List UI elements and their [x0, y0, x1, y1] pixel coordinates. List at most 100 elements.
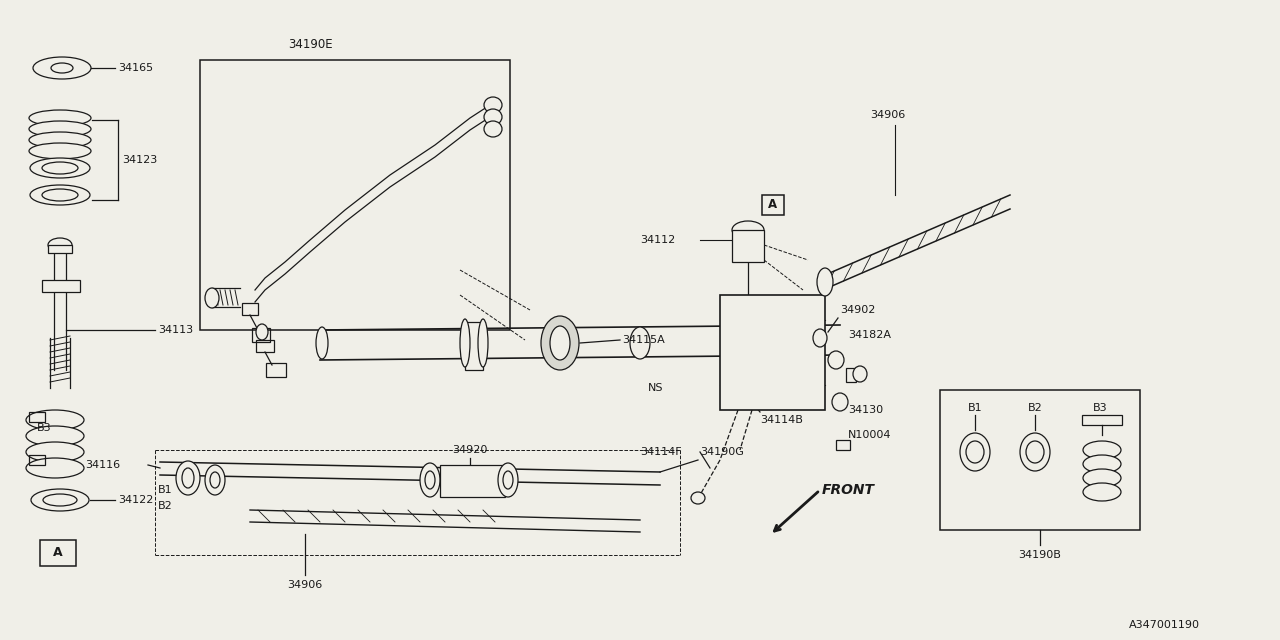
Text: A347001190: A347001190 [1129, 620, 1201, 630]
Ellipse shape [29, 185, 90, 205]
Ellipse shape [1083, 483, 1121, 501]
Text: 34112: 34112 [640, 235, 676, 245]
Text: 34122: 34122 [118, 495, 154, 505]
Text: 34920: 34920 [452, 445, 488, 455]
Bar [200, 60, 509, 330]
Text: NS: NS [648, 383, 663, 393]
Ellipse shape [460, 319, 470, 367]
Ellipse shape [316, 327, 328, 359]
Ellipse shape [484, 109, 502, 125]
Text: B3: B3 [1093, 403, 1107, 413]
Ellipse shape [425, 471, 435, 489]
Ellipse shape [691, 492, 705, 504]
Ellipse shape [498, 463, 518, 497]
Ellipse shape [205, 465, 225, 495]
Bar [465, 322, 483, 370]
Text: 34902: 34902 [840, 305, 876, 315]
Ellipse shape [484, 97, 502, 113]
Ellipse shape [1020, 433, 1050, 471]
Bar [719, 295, 826, 410]
Ellipse shape [256, 324, 268, 340]
Text: 34130: 34130 [849, 405, 883, 415]
Bar [940, 390, 1140, 530]
Text: 34190G: 34190G [700, 447, 744, 457]
Ellipse shape [828, 351, 844, 369]
Bar [49, 245, 72, 253]
Bar [440, 465, 506, 497]
Ellipse shape [960, 433, 989, 471]
Ellipse shape [44, 494, 77, 506]
Ellipse shape [420, 463, 440, 497]
Text: A: A [768, 198, 777, 211]
Bar [256, 340, 274, 352]
Bar [242, 303, 259, 315]
Ellipse shape [630, 327, 650, 359]
Ellipse shape [541, 316, 579, 370]
Text: 34116: 34116 [84, 460, 120, 470]
Text: 34182A: 34182A [849, 330, 891, 340]
Ellipse shape [503, 471, 513, 489]
Text: B2: B2 [1028, 403, 1042, 413]
Text: 34190B: 34190B [1019, 550, 1061, 560]
Ellipse shape [550, 326, 570, 360]
Ellipse shape [51, 63, 73, 73]
Bar [846, 368, 856, 382]
Text: 34114B: 34114B [760, 415, 803, 425]
Bar [762, 195, 783, 215]
Text: A: A [54, 547, 63, 559]
Ellipse shape [1083, 469, 1121, 487]
Ellipse shape [29, 132, 91, 148]
Text: 34906: 34906 [288, 580, 323, 590]
Ellipse shape [477, 319, 488, 367]
Bar [42, 280, 79, 292]
Ellipse shape [966, 441, 984, 463]
Bar [836, 440, 850, 450]
Ellipse shape [29, 110, 91, 126]
Ellipse shape [31, 489, 90, 511]
Ellipse shape [29, 121, 91, 137]
Ellipse shape [26, 426, 84, 446]
Ellipse shape [33, 57, 91, 79]
Ellipse shape [26, 442, 84, 462]
Ellipse shape [49, 238, 72, 252]
Text: 34123: 34123 [122, 155, 157, 165]
Ellipse shape [26, 410, 84, 430]
Text: B2: B2 [157, 501, 173, 511]
Text: FRONT: FRONT [822, 483, 876, 497]
Ellipse shape [832, 393, 849, 411]
Text: 34113: 34113 [157, 325, 193, 335]
Ellipse shape [1027, 441, 1044, 463]
Ellipse shape [42, 162, 78, 174]
Ellipse shape [1083, 455, 1121, 473]
Text: B3: B3 [37, 423, 52, 433]
Bar [29, 412, 45, 422]
Ellipse shape [182, 468, 195, 488]
Bar [266, 363, 285, 377]
Bar [1082, 415, 1123, 425]
Ellipse shape [29, 143, 91, 159]
Text: N10004: N10004 [849, 430, 891, 440]
Ellipse shape [29, 158, 90, 178]
Text: 34115A: 34115A [622, 335, 664, 345]
Ellipse shape [852, 366, 867, 382]
Ellipse shape [484, 121, 502, 137]
Bar [40, 540, 76, 566]
Ellipse shape [813, 329, 827, 347]
Ellipse shape [817, 268, 833, 296]
Text: B1: B1 [157, 485, 173, 495]
Ellipse shape [1083, 441, 1121, 459]
Text: B1: B1 [968, 403, 982, 413]
Ellipse shape [42, 189, 78, 201]
Ellipse shape [177, 461, 200, 495]
Text: 34114F: 34114F [640, 447, 682, 457]
Text: 34190E: 34190E [288, 38, 333, 51]
Bar [252, 328, 270, 342]
Bar [29, 455, 45, 465]
Ellipse shape [205, 288, 219, 308]
Bar [732, 230, 764, 262]
Ellipse shape [732, 221, 764, 239]
Text: 34906: 34906 [870, 110, 905, 120]
Text: 34165: 34165 [118, 63, 154, 73]
Ellipse shape [26, 458, 84, 478]
Ellipse shape [210, 472, 220, 488]
